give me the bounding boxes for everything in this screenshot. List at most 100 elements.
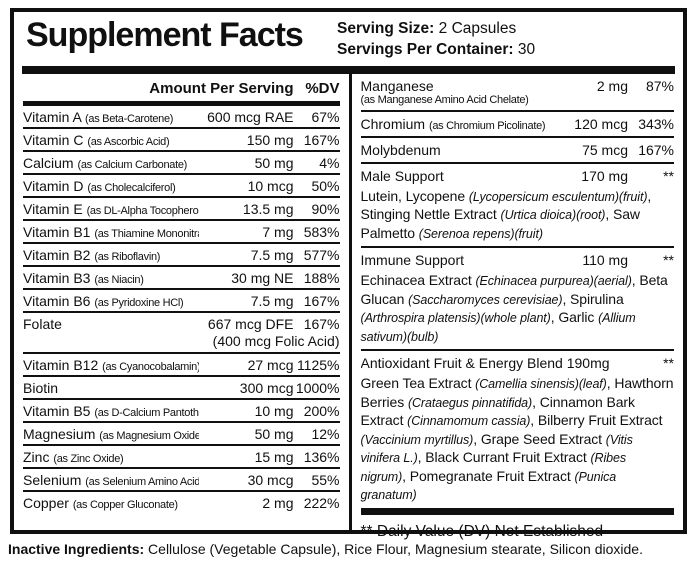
- nutrient-dv: 167%: [638, 141, 674, 158]
- nutrient-row: Vitamin E (as DL-Alpha Tocopherol Acetat…: [23, 195, 340, 219]
- nutrient-name-cell: Vitamin E (as DL-Alpha Tocopherol Acetat…: [23, 201, 199, 217]
- nutrient-row-main: Magnesium (as Magnesium Oxide) 50 mg 12%: [23, 426, 340, 442]
- nutrient-amount: 110 mg: [582, 252, 628, 269]
- nutrient-row: Vitamin B2 (as Riboflavin) 7.5 mg 577%: [23, 241, 340, 265]
- nutrient-row: Selenium (as Selenium Amino Acid Chelate…: [23, 466, 340, 490]
- nutrient-name: Zinc: [23, 448, 50, 465]
- page-title: Supplement Facts: [26, 16, 304, 54]
- nutrient-name-cell: Selenium (as Selenium Amino Acid Chelate…: [23, 472, 199, 488]
- nutrient-row-main: Vitamin B3 (as Niacin) 30 mg NE 188%: [23, 270, 340, 286]
- nutrient-amount-secondary: (400 mcg Folic Acid): [212, 332, 340, 349]
- column-header-divider-bar: [23, 100, 340, 106]
- nutrient-form: (as Thiamine Mononitrate): [94, 227, 198, 240]
- servings-per-container-value: 30: [517, 40, 536, 58]
- nutrient-name: Vitamin B1: [23, 223, 91, 240]
- nutrient-name-cell: Vitamin B12 (as Cyanocobalamin): [23, 357, 199, 373]
- nutrient-name: Male Support: [360, 167, 444, 184]
- nutrient-row-main: Vitamin D (as Cholecalciferol) 10 mcg 50…: [23, 178, 340, 194]
- nutrient-row: Calcium (as Calcium Carbonate) 50 mg 4%: [23, 149, 340, 173]
- nutrient-form: (as Magnesium Oxide): [99, 429, 199, 442]
- nutrient-name: Vitamin A: [23, 108, 82, 125]
- nutrient-name: Calcium: [23, 154, 74, 171]
- nutrient-dv: 12%: [311, 425, 340, 442]
- nutrient-name: Folate: [23, 315, 62, 332]
- nutrient-dv: 167%: [303, 131, 340, 148]
- nutrient-row-main: Manganese 2 mg 87%: [361, 78, 675, 94]
- nutrient-name: Vitamin B5: [23, 402, 91, 419]
- nutrient-amount: 10 mcg: [247, 177, 294, 194]
- nutrient-amount: 600 mcg RAE: [207, 108, 294, 125]
- servings-per-container-line: Servings Per Container: 30: [337, 40, 671, 61]
- supplement-facts-panel: Supplement Facts Serving Size: 2 Capsule…: [10, 8, 687, 540]
- nutrient-row-main: Vitamin B2 (as Riboflavin) 7.5 mg 577%: [23, 247, 340, 263]
- nutrient-row: Immune Support 110 mg ** Echinacea Extra…: [360, 246, 675, 349]
- nutrient-name-cell: Biotin: [23, 380, 199, 396]
- nutrient-name-cell: Molybdenum: [361, 142, 551, 158]
- inactive-ingredients-text: Cellulose (Vegetable Capsule), Rice Flou…: [148, 541, 643, 557]
- nutrient-form: (as Chromium Picolinate): [428, 119, 546, 132]
- nutrient-dv: 222%: [303, 494, 340, 511]
- nutrient-name: Immune Support: [360, 252, 465, 269]
- nutrient-name: Vitamin B2: [23, 246, 91, 263]
- nutrient-row-main: Selenium (as Selenium Amino Acid Chelate…: [23, 472, 340, 488]
- nutrient-amount: 7.5 mg: [250, 246, 294, 263]
- blend-ingredients: Green Tea Extract (Camellia sinensis)(le…: [360, 375, 674, 503]
- nutrient-name-cell: Folate: [23, 316, 199, 332]
- nutrient-row-main: Vitamin B6 (as Pyridoxine HCl) 7.5 mg 16…: [23, 293, 340, 309]
- nutrient-name-cell: Vitamin C (as Ascorbic Acid): [23, 132, 199, 148]
- nutrient-amount: 13.5 mg: [242, 200, 294, 217]
- nutrient-amount: 27 mcg: [247, 356, 294, 373]
- nutrient-row: Copper (as Copper Gluconate) 2 mg 222%: [23, 489, 340, 513]
- nutrient-amount: 7 mg: [262, 223, 294, 240]
- nutrient-name: Selenium: [23, 471, 82, 488]
- nutrient-amount: 120 mcg: [574, 115, 628, 132]
- nutrient-row: Molybdenum 75 mcg 167%: [360, 135, 675, 162]
- nutrient-amount: 75 mcg: [582, 141, 628, 158]
- nutrient-name-cell: Vitamin D (as Cholecalciferol): [23, 178, 199, 194]
- serving-size-value: 2 Capsules: [438, 20, 517, 37]
- nutrient-amount: 30 mg NE: [231, 269, 294, 286]
- nutrient-row-main: Calcium (as Calcium Carbonate) 50 mg 4%: [23, 155, 340, 171]
- nutrient-dv: 583%: [303, 223, 340, 240]
- nutrient-name: Antioxidant Fruit & Energy Blend 190mg: [360, 355, 610, 372]
- nutrient-name-cell: Vitamin B2 (as Riboflavin): [23, 247, 199, 263]
- nutrient-row-main: Copper (as Copper Gluconate) 2 mg 222%: [23, 495, 340, 511]
- nutrient-form: (as Riboflavin): [94, 250, 161, 263]
- nutrient-form: (as Cyanocobalamin): [102, 360, 199, 373]
- nutrient-form: (as Copper Gluconate): [72, 498, 178, 511]
- nutrient-dv: 90%: [311, 200, 340, 217]
- nutrient-name-cell: Manganese: [361, 78, 551, 94]
- nutrient-row-main: Vitamin A (as Beta-Carotene) 600 mcg RAE…: [23, 109, 340, 125]
- nutrient-dv: **: [663, 252, 674, 269]
- right-rows: Manganese 2 mg 87% (as Manganese Amino A…: [360, 74, 675, 508]
- nutrient-row-main: Immune Support 110 mg **: [361, 252, 675, 268]
- nutrient-row: Antioxidant Fruit & Energy Blend 190mg *…: [360, 349, 674, 508]
- nutrient-row: Vitamin D (as Cholecalciferol) 10 mcg 50…: [23, 172, 340, 196]
- nutrient-dv: 67%: [311, 108, 340, 125]
- nutrient-name-cell: Vitamin A (as Beta-Carotene): [23, 109, 199, 125]
- nutrient-dv: 167%: [303, 315, 340, 332]
- right-column: Manganese 2 mg 87% (as Manganese Amino A…: [348, 73, 684, 540]
- nutrient-name-cell: Vitamin B1 (as Thiamine Mononitrate): [23, 224, 199, 240]
- inactive-ingredients-label: Inactive Ingredients:: [8, 541, 145, 557]
- nutrient-amount: 50 mg: [254, 425, 294, 442]
- servings-per-container-label: Servings Per Container:: [337, 40, 514, 58]
- left-rows: Vitamin A (as Beta-Carotene) 600 mcg RAE…: [23, 106, 340, 513]
- nutrient-dv: 200%: [303, 402, 340, 419]
- nutrient-form: (as D-Calcium Pantothenate): [94, 406, 199, 419]
- nutrient-dv: 87%: [645, 77, 674, 94]
- nutrient-name-cell: Antioxidant Fruit & Energy Blend 190mg: [361, 355, 629, 371]
- column-header-row: Amount Per Serving %DV: [23, 74, 339, 101]
- nutrient-row: Vitamin C (as Ascorbic Acid) 150 mg 167%: [23, 126, 340, 150]
- nutrient-row-main: Vitamin B1 (as Thiamine Mononitrate) 7 m…: [23, 224, 340, 240]
- nutrient-dv: 167%: [303, 292, 340, 309]
- nutrient-dv: 136%: [303, 448, 340, 465]
- nutrient-row-main: Molybdenum 75 mcg 167%: [361, 142, 675, 158]
- nutrient-dv: 55%: [311, 471, 340, 488]
- nutrient-row-main: Zinc (as Zinc Oxide) 15 mg 136%: [23, 449, 340, 465]
- nutrient-form: (as Ascorbic Acid): [87, 135, 170, 148]
- nutrient-amount: 50 mg: [254, 154, 294, 171]
- nutrient-name-cell: Calcium (as Calcium Carbonate): [23, 155, 199, 171]
- blend-ingredients: Echinacea Extract (Echinacea purpurea)(a…: [360, 272, 668, 344]
- nutrient-row: Manganese 2 mg 87% (as Manganese Amino A…: [361, 74, 675, 110]
